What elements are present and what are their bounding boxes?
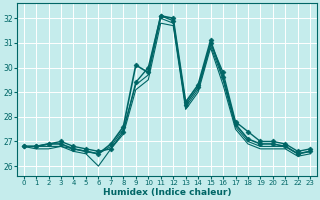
X-axis label: Humidex (Indice chaleur): Humidex (Indice chaleur): [103, 188, 231, 197]
